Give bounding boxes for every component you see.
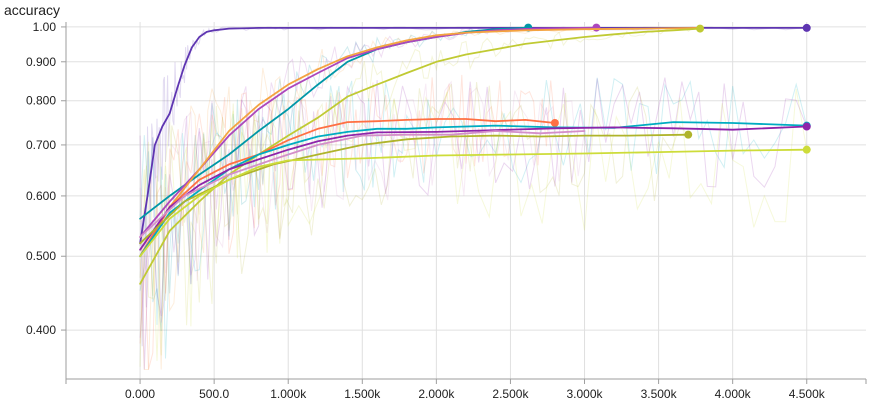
series-line [139,148,808,258]
x-tick-label: 1.000k [270,387,307,401]
y-tick-label: 0.400 [26,323,56,337]
x-tick-label: 0.000 [125,387,155,401]
series-line [139,26,808,245]
raw-noise-layer [139,26,808,370]
y-tick-label: 0.600 [26,189,56,203]
x-tick-label: 2.000k [418,387,455,401]
series-end-marker [802,145,811,154]
y-tick-label: 0.800 [26,94,56,108]
raw-series-line [139,89,808,367]
y-tick-label: 0.500 [26,249,56,263]
x-tick-label: 2.500k [492,387,529,401]
x-tick-label: 500.0 [199,387,229,401]
tick-labels: 0.000 500.0 1.000k 1.500k 2.000k 2.500k 3.000k… [26,20,826,401]
series-line [139,130,586,238]
series-line [139,125,808,251]
x-tick-label: 4.000k [715,387,752,401]
y-tick-label: 0.900 [26,55,56,69]
series-line [139,121,808,258]
chart-title: accuracy [4,2,61,18]
series-end-marker [802,122,811,131]
series-layer [139,23,811,285]
y-tick-label: 0.700 [26,138,56,152]
raw-series-line [139,26,701,370]
raw-series-line [139,26,701,356]
series-line [139,118,556,258]
series-end-marker [696,24,705,33]
series-end-marker [684,130,693,139]
series-line [139,26,701,258]
series-end-marker [550,118,559,127]
series-end-marker [802,23,811,32]
series-line [139,26,598,238]
x-tick-label: 3.000k [567,387,604,401]
series-end-marker [592,23,601,32]
y-tick-label: 1.00 [33,20,57,34]
raw-series-line [139,80,585,281]
axes [61,22,867,384]
raw-series-line [139,81,689,301]
x-tick-label: 4.500k [789,387,826,401]
series-line [139,27,701,285]
x-tick-label: 1.500k [344,387,381,401]
x-tick-label: 3.500k [641,387,678,401]
